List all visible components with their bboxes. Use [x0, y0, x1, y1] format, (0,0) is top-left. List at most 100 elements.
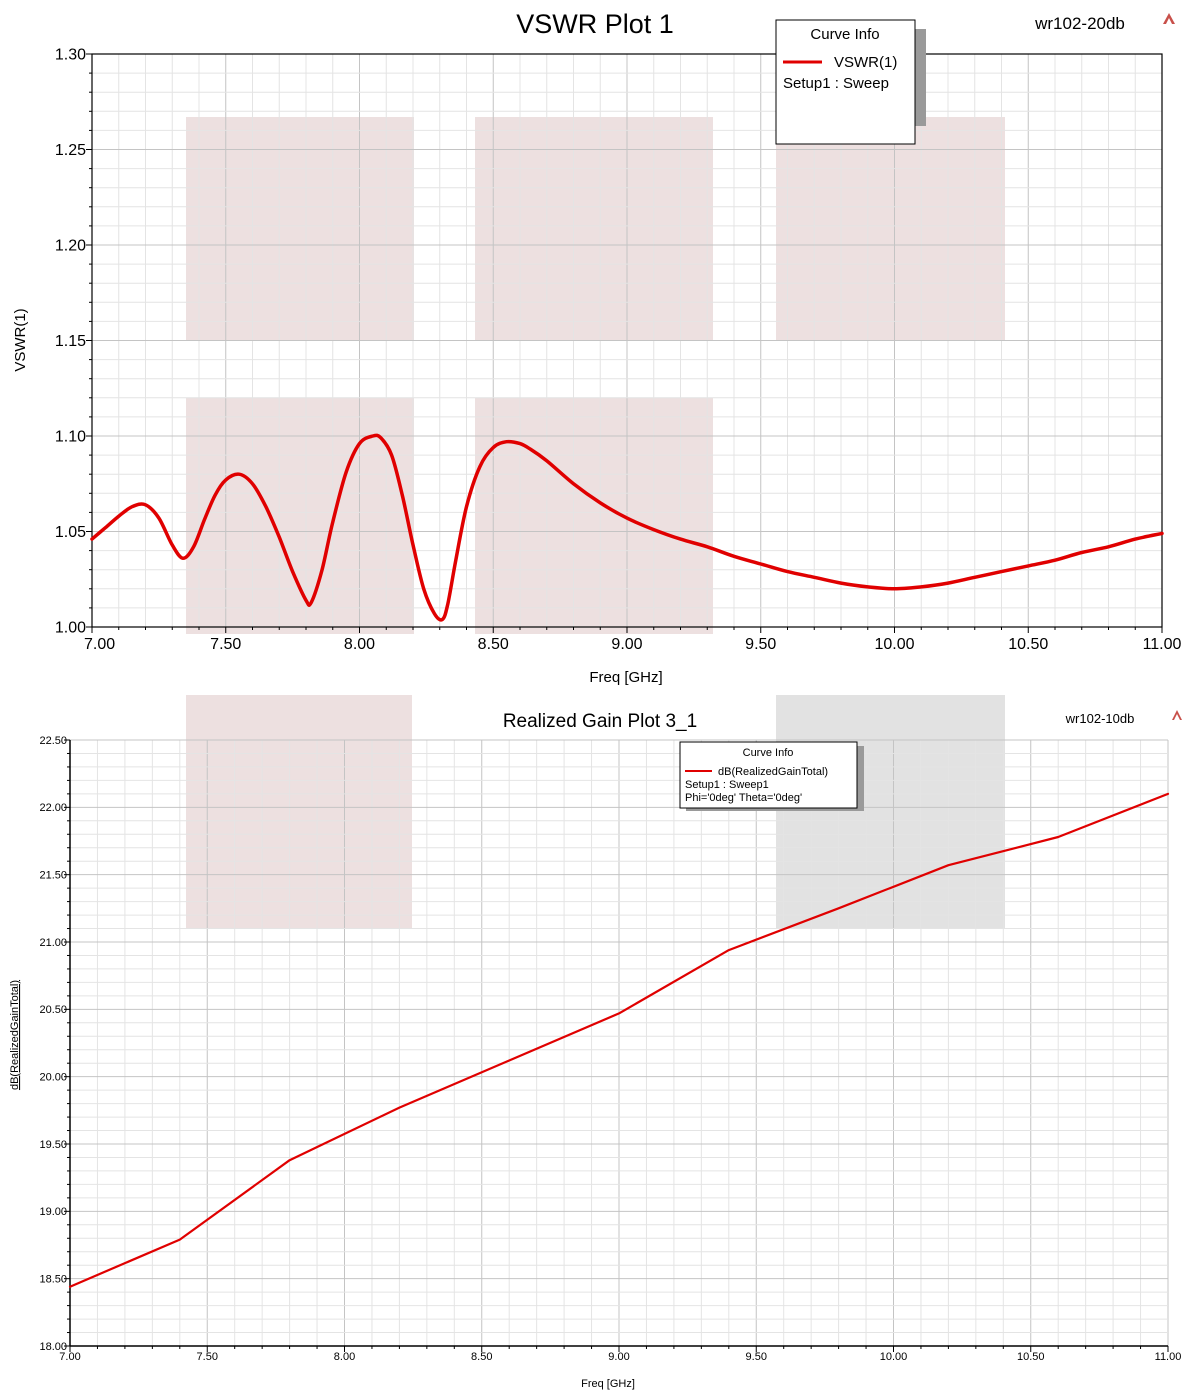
series-layer	[68, 792, 1170, 1288]
shaded-panel	[776, 695, 1005, 929]
background-panels	[186, 695, 1005, 929]
data-point	[447, 603, 449, 605]
y-tick-labels: 1.00 1.05 1.10 1.15 1.20 1.25 1.30	[55, 47, 86, 637]
y-tick-label: 1.00	[55, 620, 86, 637]
data-point	[1081, 552, 1083, 554]
data-point	[894, 588, 896, 590]
vswr-chart: 7.00 7.50 8.00 8.50 9.00 9.50 10.00 10.50 11.00 …	[0, 0, 1195, 690]
x-tick-labels: 7.00 7.50 8.00 8.50 9.00 9.50 10.00 10.50 11.00	[59, 1351, 1181, 1363]
data-point	[179, 1239, 181, 1241]
project-label: wr102-10db	[1065, 711, 1135, 726]
y-tick-label: 20.00	[39, 1072, 67, 1084]
data-point	[145, 504, 147, 506]
y-axis-label: VSWR(1)	[12, 308, 29, 371]
data-point	[1001, 571, 1003, 573]
y-tick-labels: 18.00 18.50 19.00 19.50 20.00 20.50 21.00 21.50…	[39, 735, 67, 1353]
data-point	[1161, 533, 1163, 535]
chart-title: VSWR Plot 1	[516, 9, 674, 39]
data-point	[760, 563, 762, 565]
data-point	[305, 600, 307, 602]
data-point	[920, 586, 922, 588]
data-point	[279, 536, 281, 538]
x-axis-label: Freq [GHz]	[589, 669, 662, 686]
x-tick-label: 8.50	[471, 1351, 492, 1363]
grid-lines	[69, 739, 1169, 1347]
legend[interactable]: Curve Info dB(RealizedGainTotal) Setup1 …	[679, 741, 864, 811]
y-tick-label: 21.00	[39, 937, 67, 949]
data-point	[974, 577, 976, 579]
y-tick-label: 1.15	[55, 333, 86, 350]
data-point	[292, 571, 294, 573]
data-point	[412, 544, 414, 546]
data-point	[380, 437, 382, 439]
data-point	[182, 557, 184, 559]
x-tick-label: 9.50	[745, 636, 776, 653]
data-point	[332, 521, 334, 523]
series-layer	[90, 433, 1164, 622]
shaded-panel	[186, 695, 412, 929]
y-tick-label: 1.20	[55, 238, 86, 255]
data-point	[600, 502, 602, 504]
data-point	[131, 506, 133, 508]
data-point	[434, 613, 436, 615]
data-point	[69, 1286, 71, 1288]
grid-lines	[91, 53, 1163, 628]
x-tick-label: 11.00	[1143, 636, 1182, 653]
y-tick-label: 19.50	[39, 1139, 67, 1151]
data-point	[1108, 546, 1110, 548]
data-point	[466, 506, 468, 508]
y-tick-label: 1.30	[55, 47, 86, 64]
data-point	[840, 582, 842, 584]
data-point	[391, 454, 393, 456]
data-point	[546, 460, 548, 462]
y-tick-label: 20.50	[39, 1004, 67, 1016]
x-tick-label: 9.00	[611, 636, 642, 653]
data-point	[118, 515, 120, 517]
data-point	[707, 546, 709, 548]
legend-entry-detail: Setup1 : Sweep	[783, 75, 889, 92]
y-tick-label: 18.00	[39, 1341, 67, 1353]
y-tick-label: 22.00	[39, 802, 67, 814]
project-label: wr102-20db	[1034, 14, 1125, 33]
data-point	[171, 544, 173, 546]
x-tick-label: 11.00	[1155, 1351, 1182, 1363]
series-line	[68, 792, 1170, 1288]
x-tick-label: 10.50	[1008, 636, 1048, 653]
data-point	[506, 441, 508, 443]
data-point	[618, 1013, 620, 1015]
legend[interactable]: Curve Info VSWR(1) Setup1 : Sweep	[775, 19, 926, 145]
legend-entry-name: dB(RealizedGainTotal)	[718, 766, 828, 778]
data-point	[626, 517, 628, 519]
data-point	[1135, 538, 1137, 540]
legend-title: Curve Info	[810, 26, 879, 43]
data-point	[813, 577, 815, 579]
x-tick-label: 8.00	[334, 1351, 355, 1363]
shaded-panel	[776, 117, 1005, 340]
chart-background	[0, 690, 1195, 1392]
data-point	[1167, 793, 1169, 795]
y-axis-label: dB(RealizedGainTotal)	[9, 980, 21, 1090]
chart-title: Realized Gain Plot 3_1	[503, 711, 697, 732]
data-point	[867, 586, 869, 588]
shaded-panel	[186, 398, 414, 634]
data-point	[321, 569, 323, 571]
data-point	[402, 494, 404, 496]
data-point	[359, 443, 361, 445]
x-tick-label: 7.50	[197, 1351, 218, 1363]
x-tick-label: 9.50	[746, 1351, 767, 1363]
data-point	[948, 864, 950, 866]
shaded-panel	[475, 117, 713, 340]
data-point	[530, 449, 532, 451]
x-axis-label: Freq [GHz]	[581, 1378, 635, 1390]
ansys-logo-icon	[1172, 710, 1182, 720]
data-point	[91, 538, 93, 540]
x-tick-label: 9.00	[608, 1351, 629, 1363]
data-point	[311, 601, 313, 603]
x-tick-label: 10.50	[1017, 1351, 1045, 1363]
data-point	[345, 472, 347, 474]
y-tick-label: 21.50	[39, 870, 67, 882]
realized-gain-chart: 7.00 7.50 8.00 8.50 9.00 9.50 10.00 10.50 11.00 …	[0, 690, 1195, 1392]
data-point	[479, 466, 481, 468]
ansys-logo-icon	[1163, 13, 1175, 24]
data-point	[238, 473, 240, 475]
